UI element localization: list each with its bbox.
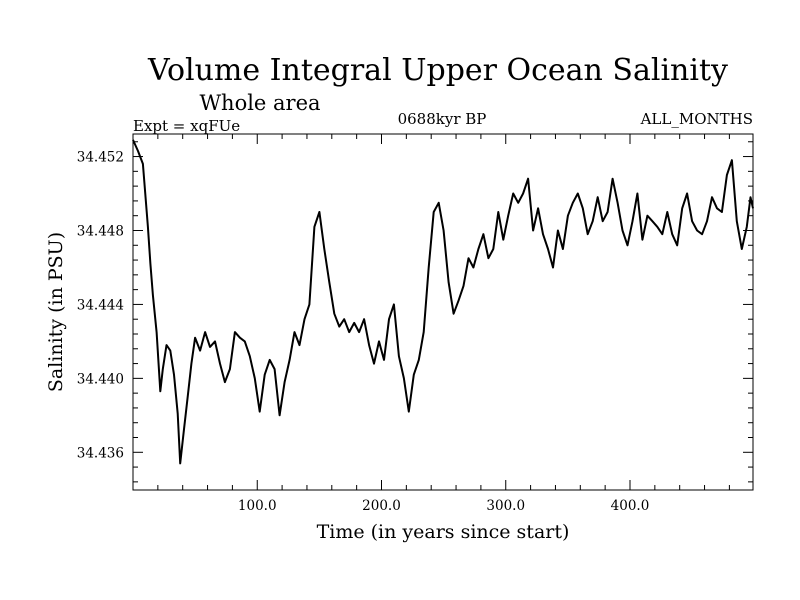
- chart-subtitle: Whole area: [199, 91, 320, 115]
- y-tick-label: 34.436: [77, 445, 124, 461]
- axis-tick-labels: 100.0 200.0 300.0 400.0 34.436 34.440 34.444 34…: [77, 150, 650, 514]
- plot-frame: [132, 133, 754, 491]
- x-axis-label: Time (in years since start): [317, 521, 570, 543]
- x-tick-label: 100.0: [238, 498, 277, 514]
- chart-title: Volume Integral Upper Ocean Salinity: [147, 53, 728, 88]
- axis-ticks: [133, 134, 753, 490]
- x-tick-label: 300.0: [486, 498, 525, 514]
- experiment-label: Expt = xqFUe: [133, 117, 240, 135]
- x-tick-label: 200.0: [362, 498, 401, 514]
- y-tick-label: 34.444: [77, 297, 124, 313]
- y-tick-label: 34.440: [77, 371, 124, 387]
- y-tick-label: 34.448: [77, 223, 124, 239]
- x-tick-label: 400.0: [611, 498, 650, 514]
- period-label: 0688kyr BP: [398, 110, 487, 128]
- salinity-series-line: [132, 139, 754, 465]
- y-tick-label: 34.452: [77, 150, 124, 166]
- y-axis-label: Salinity (in PSU): [45, 232, 67, 392]
- months-label: ALL_MONTHS: [640, 110, 753, 128]
